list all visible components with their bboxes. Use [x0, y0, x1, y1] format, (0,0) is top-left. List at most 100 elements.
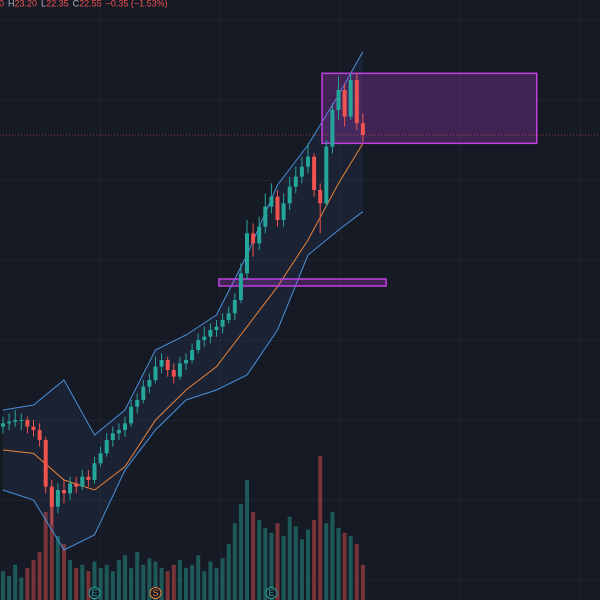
candle-body	[196, 340, 201, 350]
candle-body	[275, 196, 280, 220]
candle-body	[141, 386, 146, 400]
volume-bar	[293, 526, 298, 600]
volume-bar	[135, 552, 140, 600]
volume-bar	[43, 512, 48, 600]
header-label: C	[73, 0, 80, 8]
volume-bar	[86, 571, 91, 600]
header-value: 22.35	[46, 0, 69, 8]
event-label: E	[268, 588, 274, 598]
candle-body	[13, 420, 18, 422]
volume-bar	[269, 532, 274, 600]
candle-body	[299, 166, 304, 177]
candle-body	[354, 80, 359, 124]
candle-body	[251, 233, 256, 244]
volume-bar	[312, 520, 317, 600]
candle-body	[49, 486, 54, 507]
candle-body	[306, 156, 310, 167]
volume-bar	[74, 568, 79, 600]
volume-bar	[153, 561, 158, 600]
volume-bar	[251, 512, 256, 600]
candle-body	[226, 313, 231, 320]
candle-body	[104, 440, 109, 454]
volume-bar	[49, 504, 54, 600]
volume-bar	[123, 555, 127, 600]
candle-body	[257, 226, 262, 244]
candle-body	[116, 430, 121, 434]
candle-body	[7, 421, 12, 424]
candle-body	[184, 360, 188, 364]
event-marker	[88, 587, 101, 599]
volume-bar	[80, 564, 85, 600]
volume-bar	[232, 523, 237, 600]
volume-bar	[31, 560, 36, 600]
event-marker	[149, 587, 162, 599]
volume-bar	[238, 504, 243, 600]
candle-body	[68, 483, 73, 494]
candle-body	[232, 300, 237, 314]
candle-body	[37, 430, 42, 440]
volume-bar	[214, 568, 219, 600]
volume-bar	[330, 512, 335, 600]
event-marker	[265, 587, 278, 599]
zone	[218, 278, 387, 287]
volume-bar	[287, 516, 292, 600]
candle-body	[92, 463, 97, 480]
candle-body	[25, 420, 30, 427]
candle-body	[135, 400, 140, 407]
event-label: E	[91, 588, 97, 598]
candle-body	[1, 423, 5, 427]
volume-bar	[281, 536, 286, 600]
volume-bar	[196, 555, 201, 600]
volume-bar	[129, 568, 134, 600]
candle-body	[324, 146, 329, 204]
volume-bar	[25, 568, 30, 600]
candle-body	[318, 190, 323, 204]
volume-bar	[92, 561, 97, 600]
header-open-fragment: 0	[0, 0, 4, 8]
volume-bar	[1, 571, 5, 600]
candle-body	[159, 360, 164, 367]
volume-bar	[360, 564, 365, 600]
candle-body	[190, 350, 195, 360]
volume-bar	[68, 560, 73, 600]
candle-body	[220, 320, 225, 327]
candle-body	[74, 483, 79, 487]
volume-bar	[220, 558, 225, 600]
volume-bar	[299, 539, 304, 600]
volume-bar	[306, 529, 310, 600]
volume-bar	[104, 564, 109, 600]
volume-bar	[184, 568, 188, 600]
header-value: 23.20	[15, 0, 38, 8]
volume-bar	[208, 561, 213, 600]
candle-body	[86, 476, 91, 480]
candle-body	[31, 426, 36, 430]
candle-body	[269, 196, 274, 207]
candle-body	[330, 110, 335, 147]
candle-body	[129, 406, 134, 424]
volume-bar	[348, 536, 353, 600]
candle-body	[202, 336, 207, 340]
volume-bar	[55, 536, 60, 600]
volume-bar	[177, 560, 182, 600]
candle-body	[293, 176, 298, 187]
volume-bar	[324, 523, 329, 600]
candle-body	[165, 360, 170, 370]
candle-body	[238, 273, 243, 300]
volume-bar	[171, 564, 176, 600]
volume-bar	[110, 571, 115, 600]
volume-bar	[19, 577, 24, 600]
event-label: S	[152, 588, 158, 598]
volume-bar	[62, 544, 66, 600]
candle-body	[110, 433, 115, 440]
volume-bar	[226, 544, 231, 600]
candle-body	[153, 366, 158, 380]
volume-bar	[257, 520, 262, 600]
volume-bar	[245, 480, 249, 600]
candle-body	[123, 423, 127, 430]
volume-bar	[354, 544, 359, 600]
candle-body	[19, 420, 24, 421]
volume-bar	[318, 456, 323, 600]
header-label: L	[41, 0, 46, 8]
